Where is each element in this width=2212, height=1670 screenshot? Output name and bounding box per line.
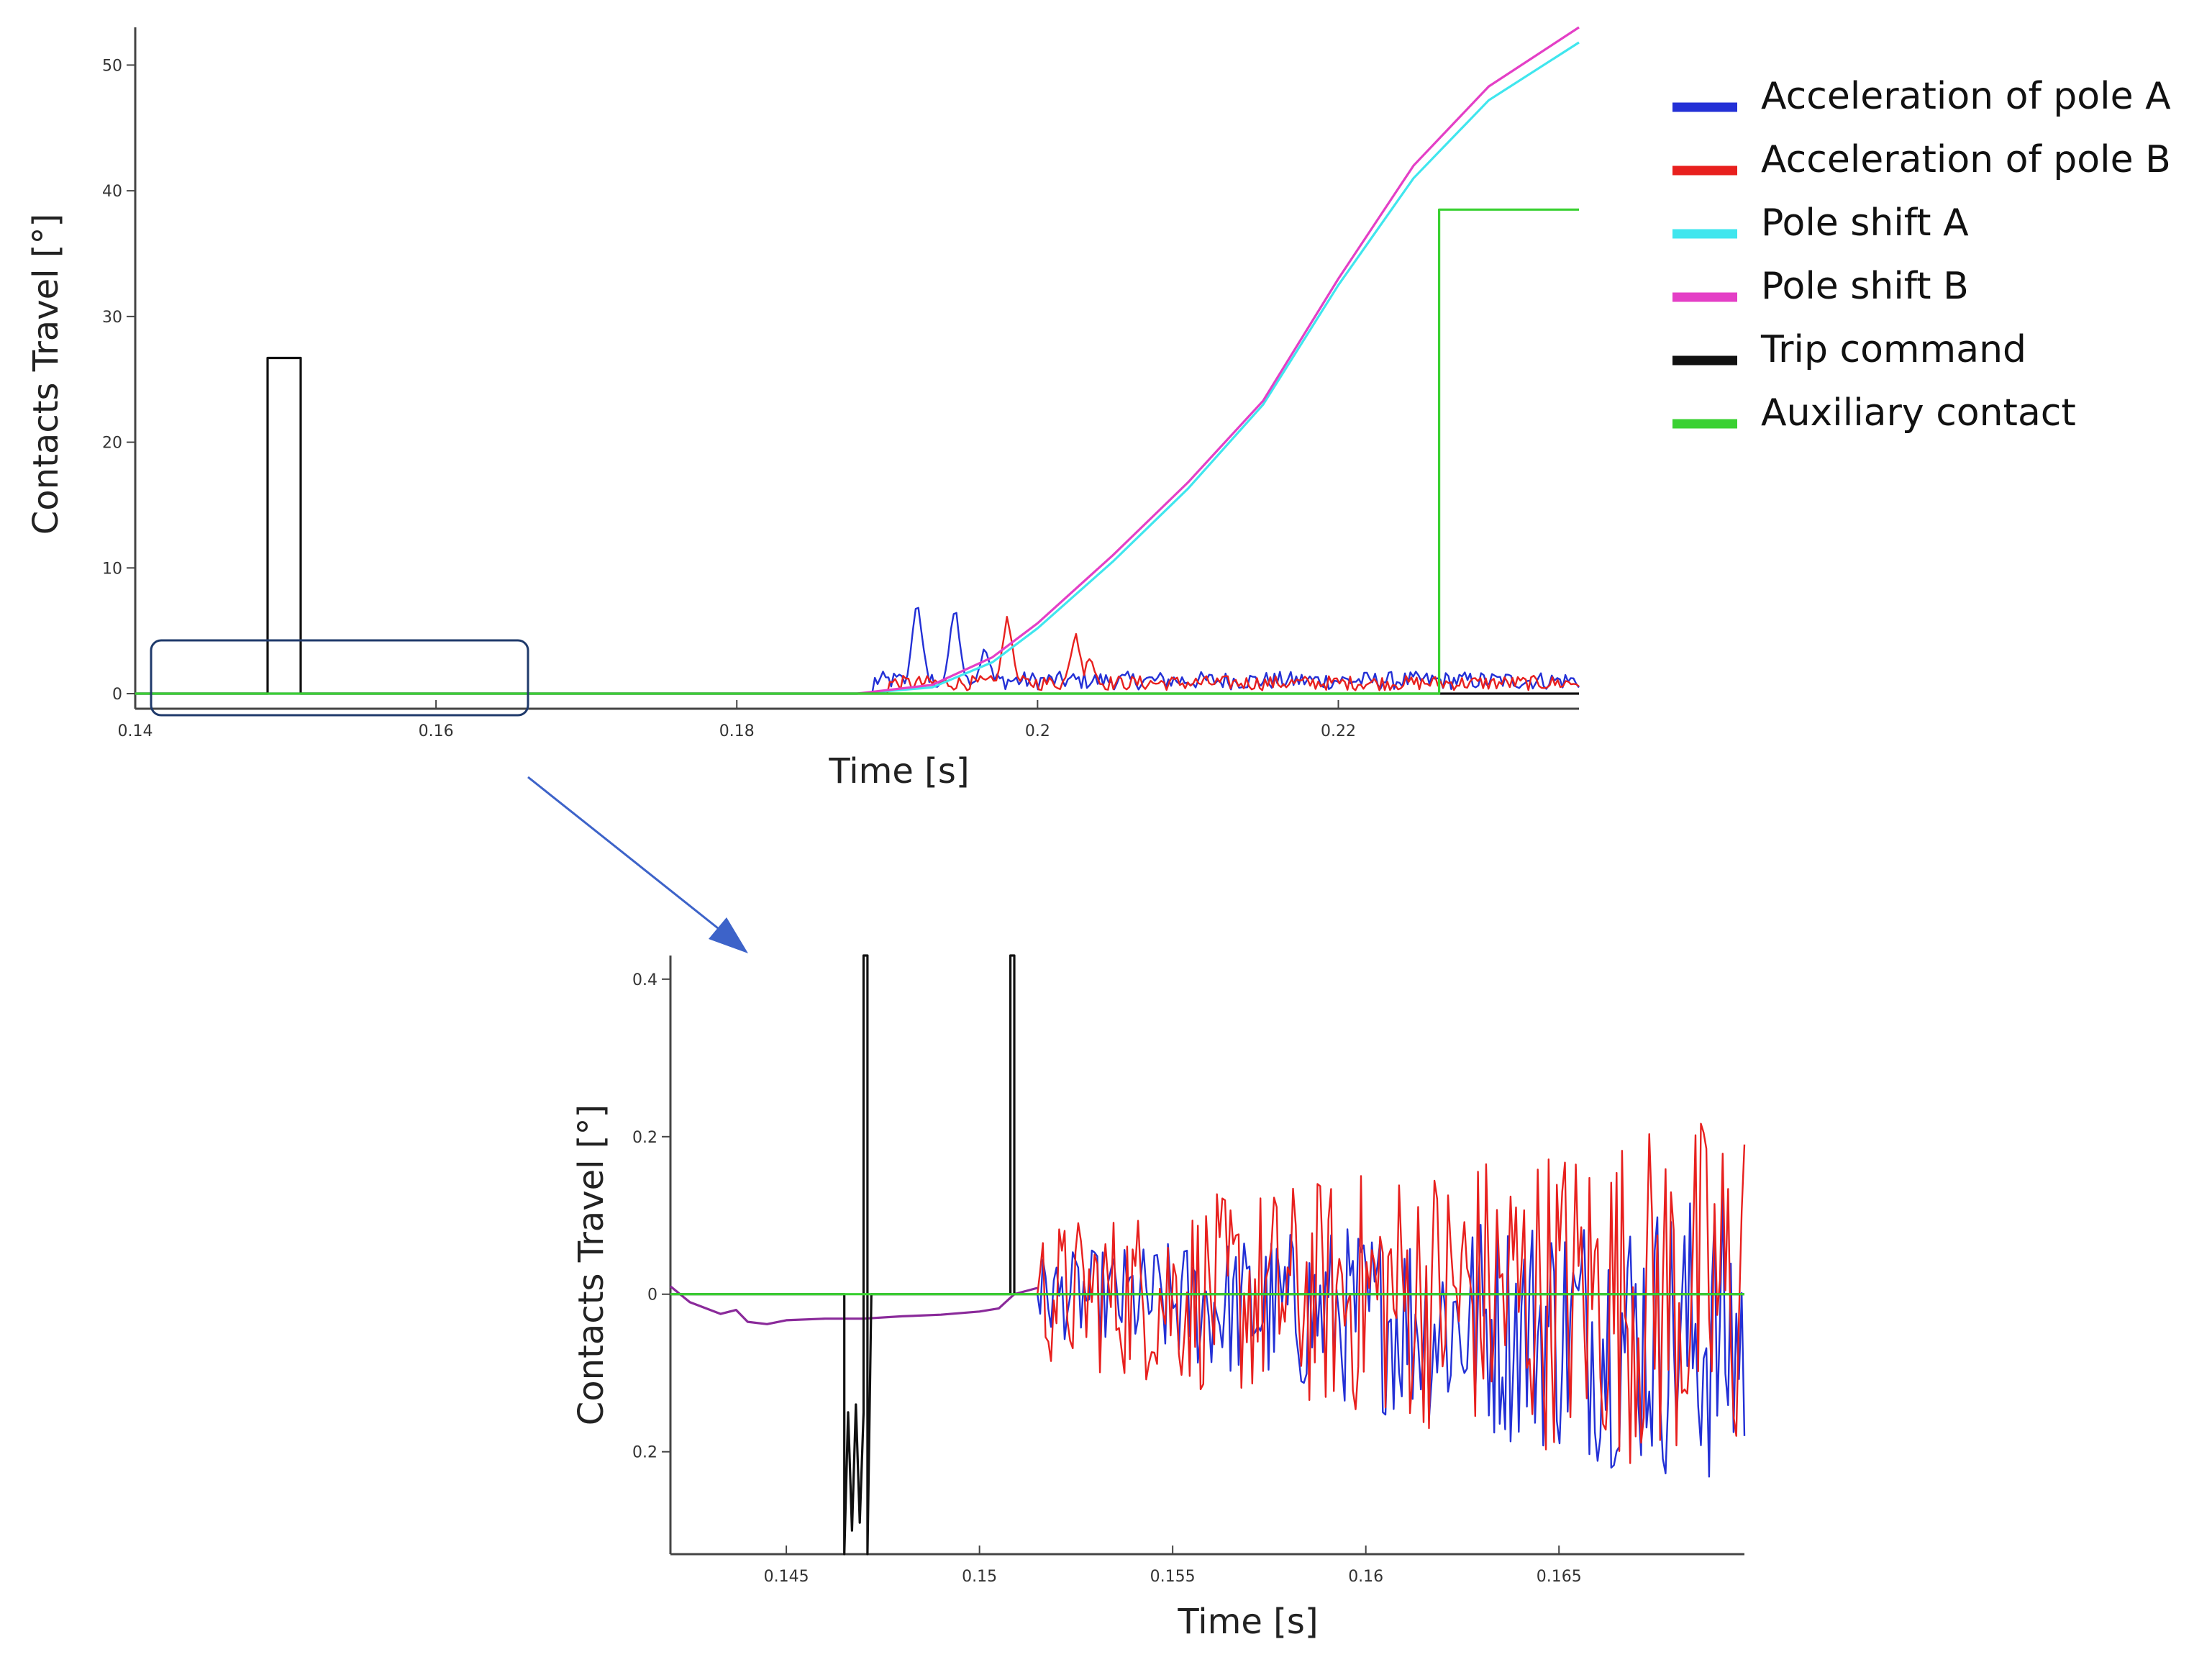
zoom-arrow [527, 776, 748, 953]
y-tick-label: 20 [102, 435, 122, 453]
y-tick-label: 0.4 [632, 971, 657, 989]
overview-series [135, 26, 1580, 695]
series-line-auxiliary-contact [135, 208, 1579, 695]
x-tick-label: 0.155 [1150, 1568, 1196, 1586]
zoom-region-box [150, 639, 529, 717]
y-tick-label: 0.2 [632, 1444, 657, 1462]
y-tick-label: 10 [102, 560, 122, 578]
legend-label-auxiliary-contact: Auxiliary contact [1761, 391, 2076, 435]
series-line-trip-command [670, 954, 1744, 1556]
y-tick-label: 40 [102, 183, 122, 201]
zoom-chart: 0.4 0.2 0 0.2 0.145 0.15 0.155 0.16 0.165 Time … [571, 954, 1746, 1642]
legend-label-trip-command: Trip command [1760, 328, 2026, 371]
overview-y-axis-label: Contacts Travel [°] [26, 214, 66, 535]
x-tick-label: 0.145 [764, 1568, 809, 1586]
y-tick-label: 0.2 [632, 1129, 657, 1147]
zoom-arrow-line [527, 776, 719, 930]
x-tick-label: 0.18 [719, 722, 755, 740]
zoom-x-ticks: 0.145 0.15 0.155 0.16 0.165 [764, 1546, 1582, 1586]
x-tick-label: 0.22 [1321, 722, 1356, 740]
overview-y-ticks: 0 10 20 30 40 50 [102, 57, 135, 704]
x-tick-label: 0.165 [1537, 1568, 1582, 1586]
legend-label-pole-shift-a: Pole shift A [1761, 201, 1969, 245]
series-line-pre-trigger-offset [669, 1285, 1038, 1325]
x-tick-label: 0.15 [962, 1568, 997, 1586]
y-tick-label: 0 [112, 686, 122, 704]
zoom-y-ticks: 0.4 0.2 0 0.2 [632, 971, 670, 1462]
zoom-x-axis-label: Time [s] [1177, 1602, 1318, 1642]
y-tick-label: 0 [647, 1286, 657, 1304]
overview-x-axis-label: Time [s] [828, 751, 969, 791]
overview-chart: 0 10 20 30 40 50 0.14 0.16 0.18 0.2 0.22 Time [s]… [26, 26, 1580, 791]
legend-label-acceleration-of-pole-b: Acceleration of pole B [1761, 138, 2171, 181]
x-tick-label: 0.14 [118, 722, 153, 740]
series-line-acceleration-of-pole-a [135, 607, 1580, 695]
x-tick-label: 0.16 [419, 722, 454, 740]
zoom-y-axis-label: Contacts Travel [°] [571, 1104, 611, 1425]
legend-label-pole-shift-b: Pole shift B [1761, 265, 1969, 308]
series-line-acceleration-of-pole-a [670, 1192, 1746, 1478]
y-tick-label: 50 [102, 57, 122, 75]
series-line-pole-shift-a [135, 41, 1580, 695]
y-tick-label: 30 [102, 309, 122, 327]
zoom-arrow-head [709, 917, 748, 953]
overview-x-ticks: 0.14 0.16 0.18 0.2 0.22 [118, 700, 1356, 740]
legend-label-acceleration-of-pole-a: Acceleration of pole A [1761, 75, 2171, 118]
x-tick-label: 0.16 [1348, 1568, 1383, 1586]
legend: Acceleration of pole A Acceleration of po… [1672, 75, 2171, 435]
x-tick-label: 0.2 [1025, 722, 1050, 740]
series-line-pole-shift-b [135, 26, 1580, 695]
series-line-acceleration-of-pole-b [670, 1122, 1746, 1464]
series-line-acceleration-of-pole-b [135, 616, 1580, 695]
zoom-series [669, 954, 1746, 1556]
